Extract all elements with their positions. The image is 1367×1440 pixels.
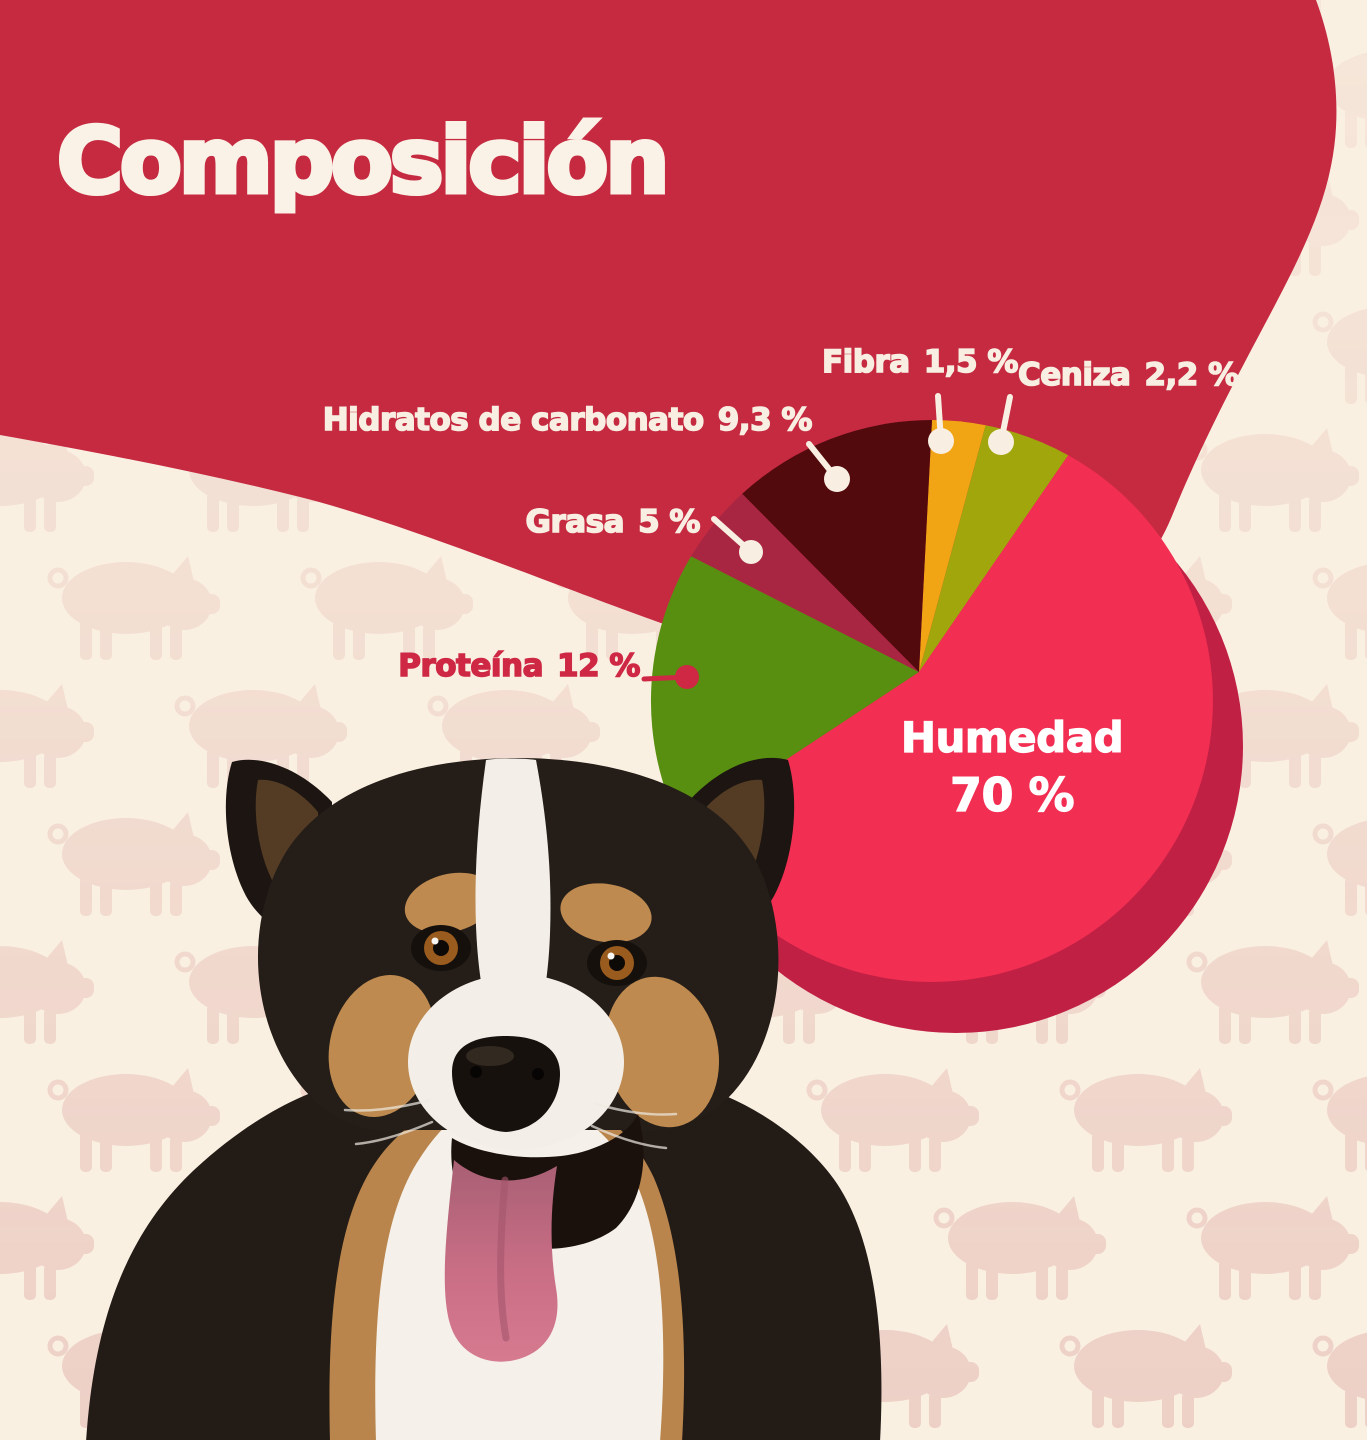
dog-photo [86, 757, 882, 1440]
dog-whiskers [343, 1098, 678, 1150]
fibra-callout-dot [928, 428, 954, 454]
hidratos-callout-dot [824, 466, 850, 492]
proteina-value: 12 % [556, 647, 641, 685]
dog-left-cheek [328, 975, 436, 1117]
page-title: Composición [54, 109, 671, 214]
dog-left-brow [404, 872, 496, 934]
pie-slice-proteina [650, 556, 919, 829]
ceniza-callout-dot [988, 429, 1014, 455]
pie-slice-humedad [681, 455, 1213, 982]
callout-label-grasa: Grasa 5 % [525, 503, 701, 541]
dog-right-cheek [604, 976, 720, 1128]
proteina-callout-dot [675, 665, 699, 689]
dog-left-eye [411, 925, 471, 971]
dog-tongue-crease [497, 1176, 510, 1342]
callout-label-fibra: Fibra 1,5 % [800, 343, 1040, 381]
grasa-value: 5 % [637, 503, 701, 541]
pie-callouts [641, 393, 1014, 689]
pie-chart [650, 420, 1213, 982]
grasa-name: Grasa [525, 503, 626, 541]
humedad-value: 70 % [949, 768, 1075, 823]
ceniza-name: Ceniza [1017, 356, 1131, 394]
proteina-name: Proteína [397, 647, 544, 685]
pie-slice-fibra [919, 420, 986, 672]
hidratos-value: 9,3 % [717, 401, 813, 439]
dog-right-nostril [532, 1068, 544, 1080]
humedad-name: Humedad [900, 713, 1124, 763]
pie-slice-ceniza [919, 425, 1069, 672]
pie-slice-grasa [691, 493, 919, 672]
pie-slice-hidratos-de-carbonato [742, 420, 932, 672]
dog-right-brow [560, 883, 652, 943]
callout-label-proteina: Proteína 12 % [397, 647, 641, 685]
callout-label-hidratos: Hidratos de carbonato 9,3 % [322, 401, 813, 439]
dog-right-eye [587, 940, 647, 986]
inside-label-humedad: Humedad 70 % [852, 713, 1172, 823]
dog-left-nostril [470, 1066, 482, 1078]
fibra-name: Fibra [821, 343, 911, 381]
grasa-callout-dot [739, 540, 763, 564]
dog-nose-highlight [466, 1046, 514, 1066]
callout-label-ceniza: Ceniza 2,2 % [1017, 356, 1240, 394]
fibra-value: 1,5 % [923, 343, 1019, 381]
ceniza-value: 2,2 % [1144, 356, 1240, 394]
hidratos-name: Hidratos de carbonato [322, 401, 705, 439]
